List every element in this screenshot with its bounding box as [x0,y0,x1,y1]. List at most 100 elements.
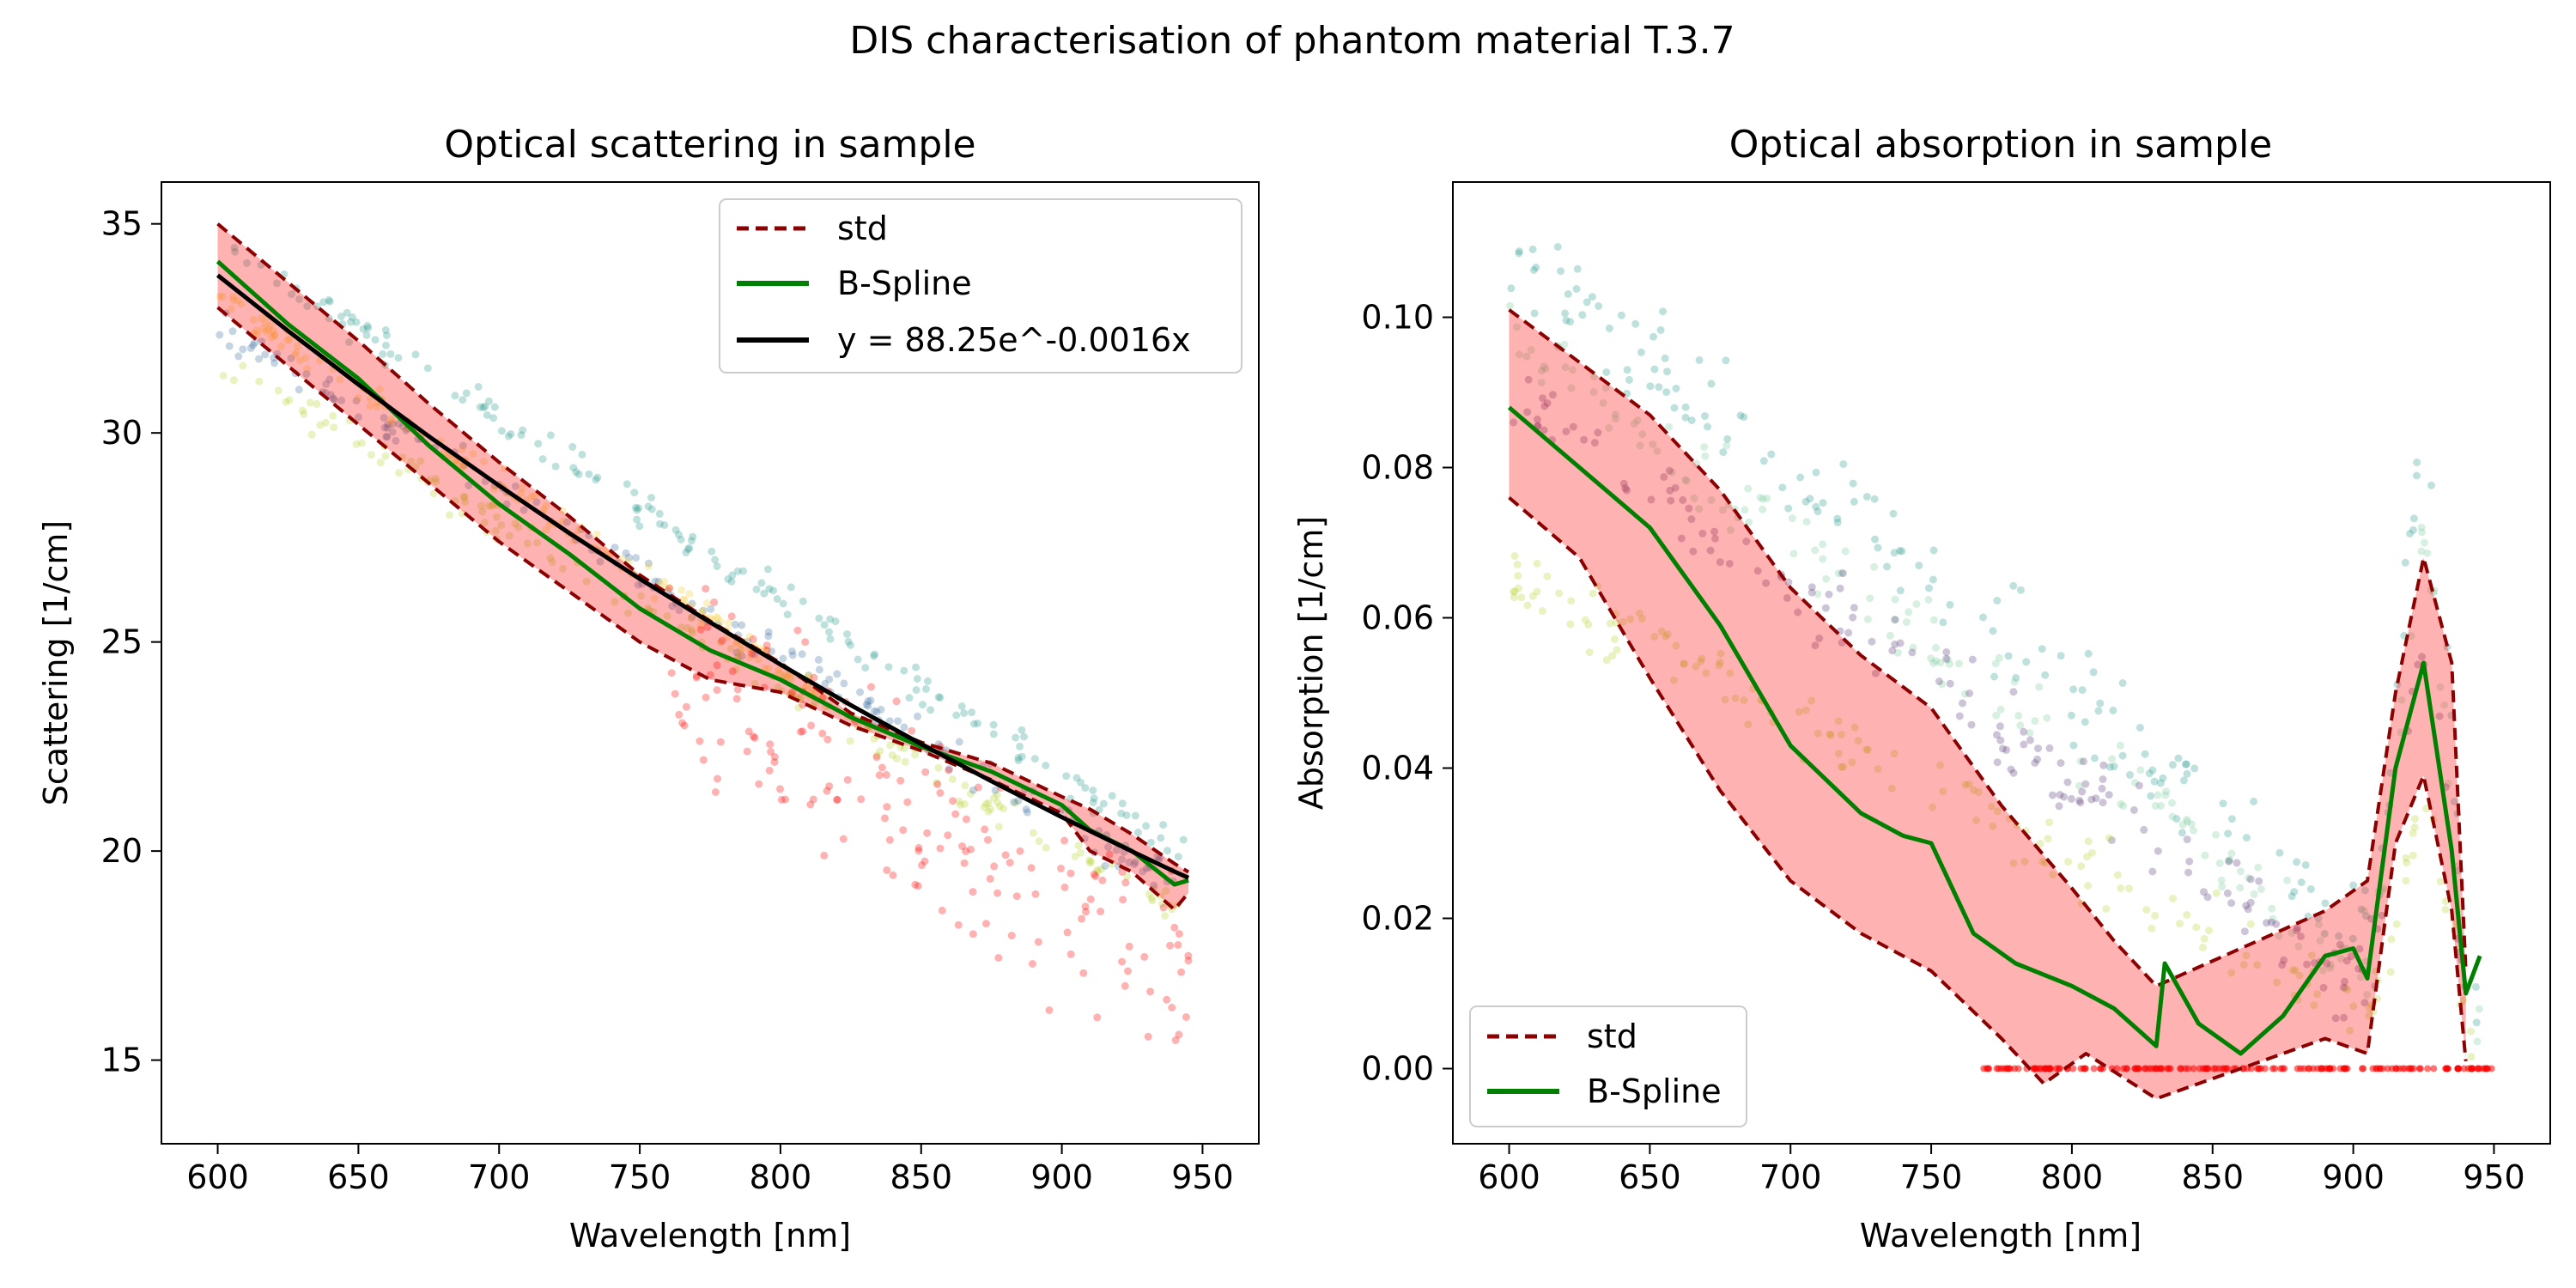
scattering-y-axis-label: Scattering [1/cm] [37,520,75,805]
scatter-point [1089,787,1097,794]
scatter-point [2236,884,2245,892]
scatter-point [2250,890,2258,898]
scatter-point [2168,799,2176,807]
scatter-point [2063,778,2072,787]
scatter-point [1157,834,1165,842]
scatter-point [2150,777,2159,786]
scatter-point [1123,872,1132,881]
scatter-point [1707,496,1716,504]
scatter-point [514,523,523,532]
scatter-point [1638,430,1647,439]
scatter-point [376,459,385,467]
scatter-point [882,770,890,779]
scatter-point [2009,859,2018,867]
scatter-point [394,354,403,362]
scatter-point [542,501,550,510]
scatter-point [1935,677,1943,685]
scatter-point [381,326,390,334]
scatter-point [862,701,871,709]
scatter-point [593,473,602,482]
scatter-point [1174,853,1182,861]
y-tick-label: 0.02 [1361,900,1434,938]
scatter-point [633,506,641,514]
scatter-point [815,614,823,623]
scatter-point [752,585,761,593]
scatter-point [546,554,555,562]
scatter-point [2014,1065,2022,1072]
scatter-point [229,292,238,301]
scatter-point [1543,399,1552,407]
scatter-point [2118,679,2127,687]
scatter-point [2250,797,2258,805]
scatter-point [2430,1065,2438,1072]
scatter-point [1564,290,1572,298]
scatter-point [1569,422,1577,431]
scatter-point [2117,884,2125,892]
scatter-point [1915,562,1923,570]
scatter-point [969,720,978,728]
scatter-point [2108,755,2117,763]
scatter-point [2407,632,2415,641]
scatter-point [710,598,719,606]
scatter-point [2269,1065,2276,1072]
scatter-point [951,810,960,818]
scatter-point [1891,595,1899,604]
y-tick-label: 20 [101,832,143,870]
scatter-point [1175,930,1183,939]
scatter-point [459,493,468,501]
scatter-point [876,747,884,756]
scatter-point [1045,1006,1054,1014]
scatter-point [1896,586,1905,595]
scatter-point [354,393,362,402]
x-tick-label: 950 [1171,1158,1234,1196]
scatter-point [1091,872,1100,881]
scatter-point [713,562,721,570]
scatter-point [572,468,580,477]
scatter-point [562,518,571,526]
scatter-point [1617,311,1625,319]
scatter-point [770,758,779,766]
scatter-point [1029,829,1037,837]
scatter-point [1034,938,1042,946]
scatter-point [936,789,945,797]
scatter-point [1989,822,1997,830]
scatter-point [1874,765,1882,774]
scatter-point [1140,952,1149,961]
scatter-point [1762,579,1771,587]
scatter-point [936,844,945,853]
scatter-point [1974,787,1983,796]
scatter-point [306,398,314,407]
scatter-point [989,720,998,729]
scatter-point [1987,802,1996,811]
scatter-point [1090,870,1098,878]
scatter-point [793,626,802,635]
scatter-point [969,930,977,939]
scatter-point [2467,1053,2476,1061]
scatter-point [1105,850,1114,859]
scatter-point [2009,688,2018,696]
scatter-point [2154,791,2162,799]
scatter-point [2326,963,2335,972]
scatter-point [488,501,496,510]
scatter-point [363,321,372,330]
scatter-point [1998,744,2007,753]
scatter-point [1016,742,1024,750]
scatter-point [388,428,397,436]
scatter-point [2372,1065,2380,1072]
scatter-point [1589,589,1597,598]
scatter-point [1866,594,1874,603]
scatter-point [1142,822,1151,830]
scatter-point [960,859,969,867]
scatter-point [362,331,371,339]
scatter-point [237,300,246,308]
scatter-point [234,296,242,305]
scatter-point [1020,732,1028,741]
scatter-point [2203,893,2212,902]
scatter-point [2291,966,2300,975]
scatter-point [960,709,969,717]
scatter-point [2454,1065,2462,1072]
scatter-point [1990,672,1998,681]
scatter-point [2246,920,2255,928]
scatter-point [933,780,942,788]
scatter-point [1175,1030,1183,1039]
